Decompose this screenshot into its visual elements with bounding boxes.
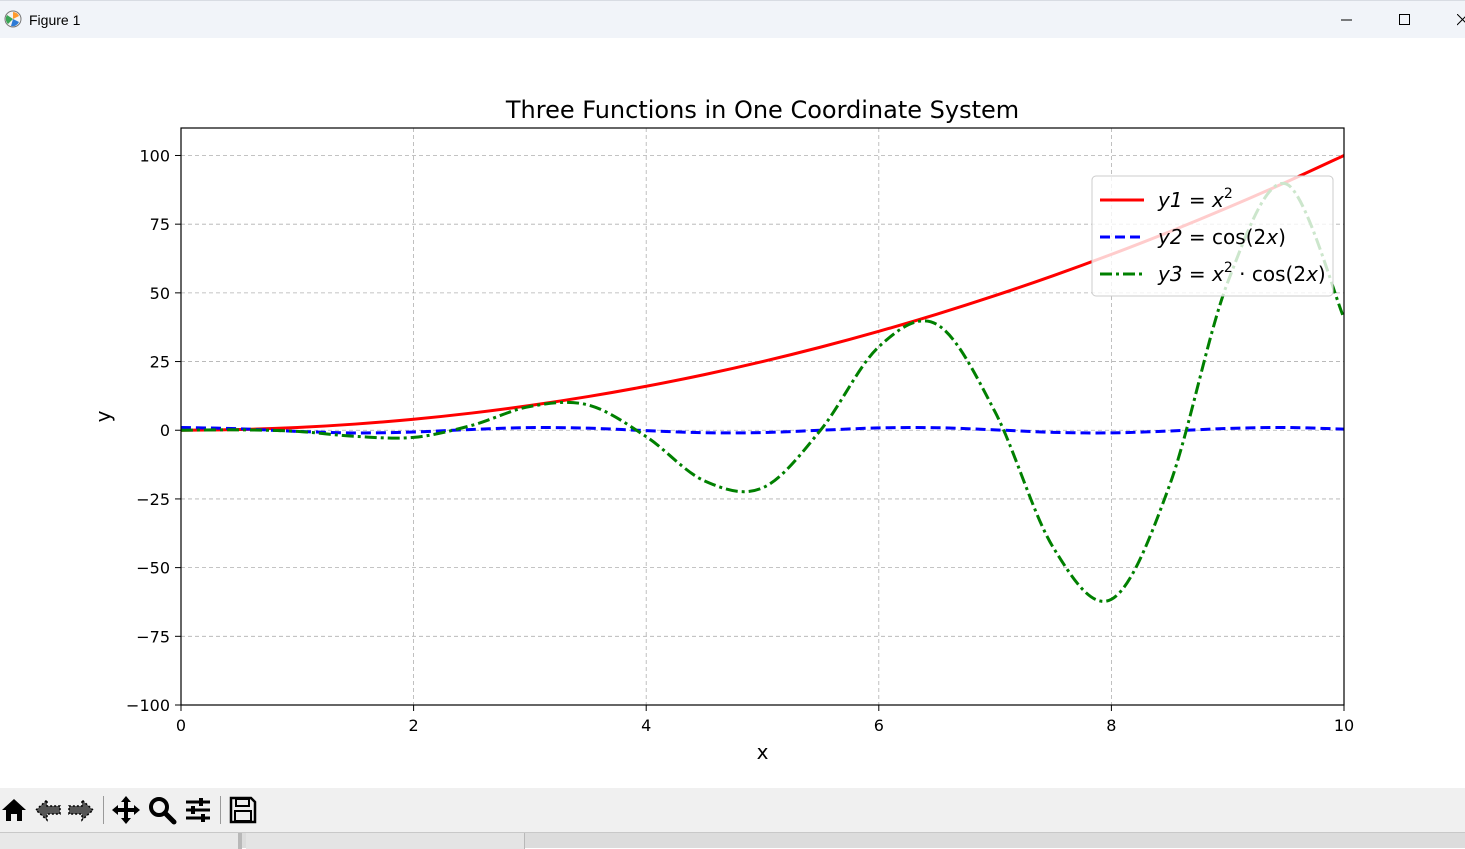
x-tick-label: 4 bbox=[641, 716, 651, 735]
forward-arrow-icon bbox=[68, 798, 95, 822]
minimize-icon bbox=[1341, 19, 1352, 21]
y-tick-label: 25 bbox=[150, 353, 170, 372]
configure-subplots-button[interactable] bbox=[183, 795, 213, 825]
maximize-button[interactable] bbox=[1382, 1, 1428, 39]
y-tick-label: −50 bbox=[136, 559, 170, 578]
configure-subplots-icon bbox=[186, 798, 210, 822]
y-tick-label: 100 bbox=[139, 146, 170, 165]
y-tick-label: 50 bbox=[150, 284, 170, 303]
taskbar-item[interactable] bbox=[0, 833, 242, 849]
close-icon bbox=[1457, 14, 1465, 26]
legend-label-1: y1 = x2 bbox=[1157, 186, 1233, 212]
y-tick-label: −75 bbox=[136, 627, 170, 646]
pan-icon bbox=[112, 796, 140, 824]
back-arrow-icon bbox=[34, 798, 61, 822]
chart-title: Three Functions in One Coordinate System bbox=[505, 96, 1019, 124]
taskbar-strip bbox=[0, 832, 1465, 849]
window-title-bar: Figure 1 bbox=[0, 0, 1465, 38]
toolbar-separator bbox=[103, 796, 104, 824]
series-line-3 bbox=[181, 182, 1344, 603]
legend-box bbox=[1091, 175, 1334, 297]
y-axis-label: y bbox=[91, 410, 115, 422]
toolbar-separator bbox=[220, 796, 221, 824]
close-button[interactable] bbox=[1440, 1, 1465, 39]
y-tick-label: 75 bbox=[150, 215, 170, 234]
x-tick-label: 8 bbox=[1106, 716, 1116, 735]
home-button[interactable] bbox=[0, 795, 30, 825]
matplotlib-icon bbox=[4, 10, 22, 28]
save-icon bbox=[229, 796, 257, 824]
zoom-button[interactable] bbox=[147, 795, 177, 825]
x-axis-label: x bbox=[757, 740, 769, 764]
figure-canvas[interactable]: 0 2 4 6 8 10 −100 −75 −50 −25 0 25 50 75 100 Three Fun… bbox=[0, 38, 1465, 788]
axes-frame bbox=[180, 127, 1345, 706]
line-chart: 0 2 4 6 8 10 −100 −75 −50 −25 0 25 50 75 100 Three Fun… bbox=[91, 96, 1354, 764]
legend-label-2: y2 = cos(2x) bbox=[1157, 225, 1286, 249]
axis-ticks: 0 2 4 6 8 10 −100 −75 −50 −25 0 25 50 75 100 bbox=[126, 146, 1354, 735]
home-icon bbox=[2, 799, 26, 821]
legend: y1 = x2 y2 = cos(2x) y3 = x2 · cos(2x) bbox=[1091, 175, 1334, 297]
back-button[interactable] bbox=[33, 795, 63, 825]
minimize-button[interactable] bbox=[1324, 1, 1370, 39]
forward-button[interactable] bbox=[66, 795, 96, 825]
x-tick-label: 0 bbox=[176, 716, 186, 735]
save-button[interactable] bbox=[228, 795, 258, 825]
pan-button[interactable] bbox=[111, 795, 141, 825]
window-title: Figure 1 bbox=[29, 12, 81, 28]
zoom-icon bbox=[149, 797, 177, 825]
taskbar-item[interactable] bbox=[246, 833, 525, 849]
y-tick-label: −100 bbox=[126, 696, 170, 715]
navigation-toolbar bbox=[0, 788, 1465, 832]
x-tick-label: 6 bbox=[874, 716, 884, 735]
x-tick-label: 2 bbox=[409, 716, 419, 735]
maximize-icon bbox=[1399, 14, 1410, 25]
legend-label-3: y3 = x2 · cos(2x) bbox=[1157, 260, 1326, 286]
x-tick-label: 10 bbox=[1334, 716, 1354, 735]
y-tick-label: −25 bbox=[136, 490, 170, 509]
y-tick-label: 0 bbox=[160, 421, 170, 440]
